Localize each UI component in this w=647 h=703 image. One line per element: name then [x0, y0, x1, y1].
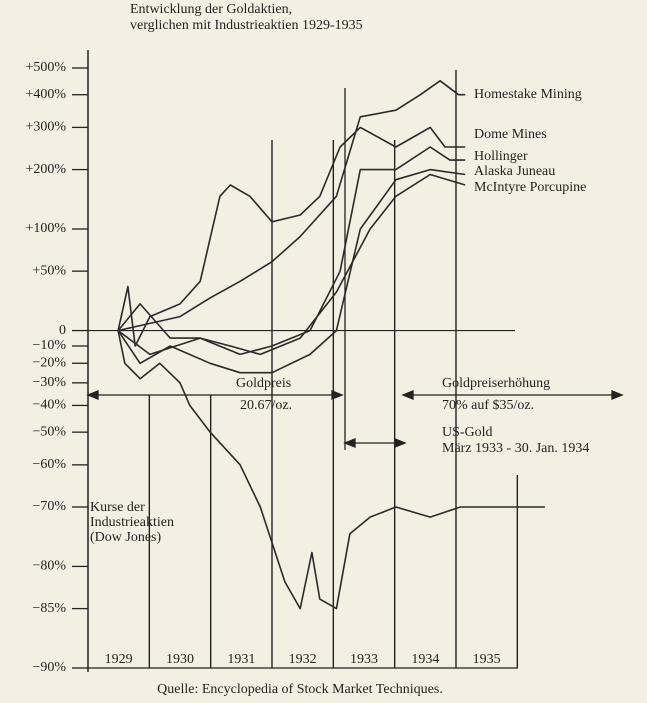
y-tick-label: −80%	[32, 559, 66, 574]
x-tick-label: 1933	[350, 652, 378, 667]
annotation: 20.67/oz.	[240, 398, 292, 413]
series-line	[117, 80, 466, 332]
y-tick-label: +200%	[25, 162, 66, 177]
x-tick-label: 1929	[105, 652, 133, 667]
arrow-head	[611, 390, 624, 400]
y-tick-label: +400%	[25, 87, 66, 102]
series-line	[117, 173, 466, 356]
series-line	[117, 330, 545, 610]
source: Quelle: Encyclopedia of Stock Market Tec…	[157, 682, 443, 697]
y-tick-label: −50%	[32, 424, 66, 439]
y-tick-label: −60%	[32, 457, 66, 472]
arrows	[86, 390, 624, 448]
y-tick-label: −70%	[32, 499, 66, 514]
arrow-head	[401, 390, 414, 400]
y-tick-label: −90%	[32, 660, 66, 675]
x-tick-label: 1930	[166, 652, 194, 667]
y-tick-label: −40%	[32, 398, 66, 413]
arrow-head	[86, 390, 99, 400]
annotation: März 1933 - 30. Jan. 1934	[442, 441, 589, 456]
arrow-head	[343, 438, 356, 448]
chart-title: Entwicklung der Goldaktien,	[130, 2, 292, 17]
y-tick-label: 0	[59, 323, 66, 338]
y-tick-label: −30%	[32, 375, 66, 390]
series-line	[117, 168, 466, 374]
annotation: Goldpreis	[236, 376, 291, 391]
y-tick-label: −85%	[32, 601, 66, 616]
y-tick-label: −20%	[32, 355, 66, 370]
series-line	[117, 146, 466, 356]
x-tick-label: 1934	[411, 652, 439, 667]
series-line	[117, 126, 466, 347]
series-label: Dome Mines	[474, 127, 547, 142]
x-tick-label: 1935	[473, 652, 501, 667]
series-label: Alaska Juneau	[474, 164, 555, 179]
annotation: 70% auf $35/oz.	[442, 398, 534, 413]
annotation: Goldpreiserhöhung	[442, 376, 550, 391]
series-label: Hollinger	[474, 149, 528, 164]
annotation: US-Gold	[442, 425, 493, 440]
chart-subtitle: verglichen mit Industrieaktien 1929-1935	[130, 18, 363, 33]
arrow-head	[331, 390, 344, 400]
x-tick-label: 1931	[227, 652, 255, 667]
series-label: Kurse der Industrieaktien (Dow Jones)	[90, 500, 174, 545]
series-label: McIntyre Porcupine	[474, 180, 586, 195]
y-tick-label: +100%	[25, 221, 66, 236]
x-tick-label: 1932	[289, 652, 317, 667]
y-tick-label: +50%	[32, 263, 66, 278]
y-tick-label: +500%	[25, 60, 66, 75]
y-tick-label: −10%	[32, 338, 66, 353]
arrow-head	[394, 438, 407, 448]
y-tick-label: +300%	[25, 120, 66, 135]
series-label: Homestake Mining	[474, 87, 582, 102]
